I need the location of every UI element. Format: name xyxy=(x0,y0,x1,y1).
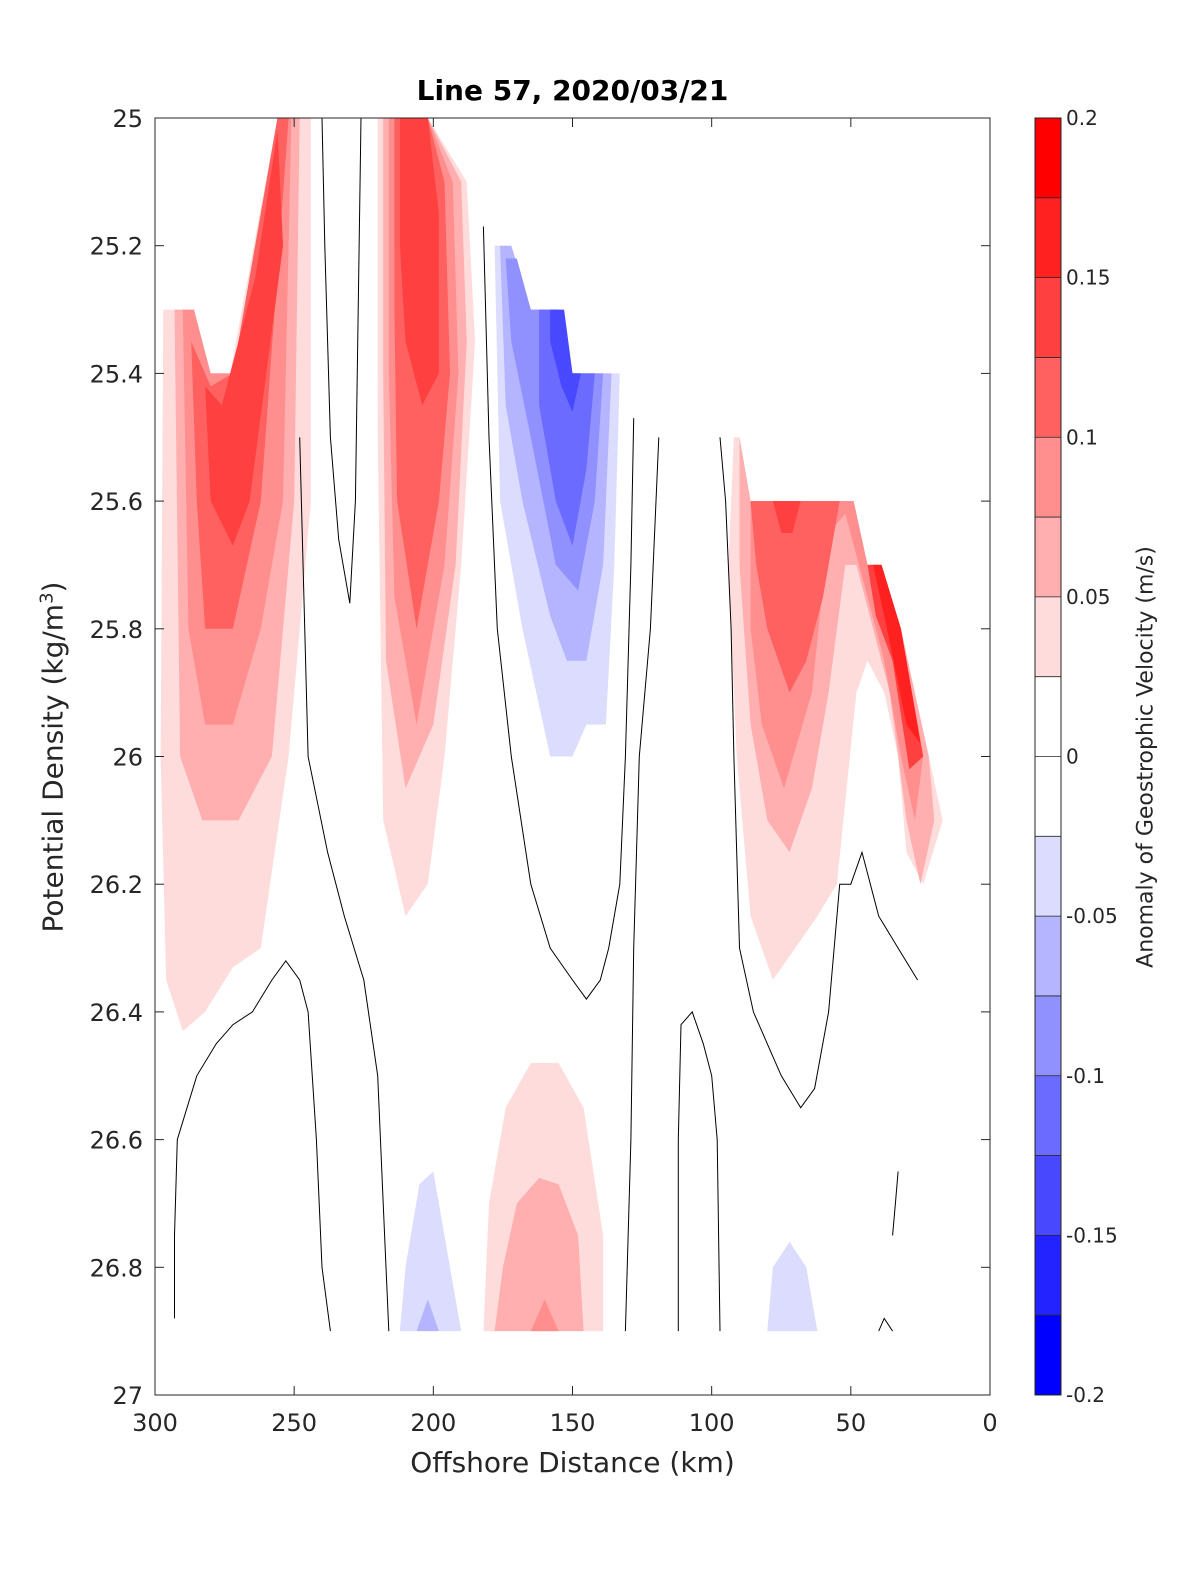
contour-region-neg-low-3 xyxy=(399,1171,462,1332)
x-axis-ticks: 300 250 200 150 100 50 0 xyxy=(132,118,998,1437)
colorbar-band xyxy=(1035,197,1061,278)
contour-region-pos-near-7 xyxy=(772,501,801,533)
colorbar-band xyxy=(1035,995,1061,1076)
y-tick-label: 26.2 xyxy=(90,871,143,899)
colorbar-tick-label: 0.05 xyxy=(1066,585,1111,609)
contour-region-neg-mid-6 xyxy=(550,309,581,412)
x-tick-label: 100 xyxy=(689,1409,735,1437)
colorbar-band xyxy=(1035,1155,1061,1236)
contour-fills xyxy=(160,118,943,1332)
colorbar-band xyxy=(1035,836,1061,917)
zero-contour-c1 xyxy=(174,959,331,1332)
y-tick-label: 26 xyxy=(112,744,143,772)
colorbar-ticks: 0.2 0.15 0.1 0.05 0 -0.05 -0.1 -0.15 -0.2 xyxy=(1066,106,1118,1407)
x-tick-label: 200 xyxy=(410,1409,456,1437)
x-tick-label: 0 xyxy=(982,1409,997,1437)
contour-region-pos-near-4 xyxy=(750,501,840,693)
colorbar-label: Anomaly of Geostrophic Velocity (m/s) xyxy=(1133,546,1159,968)
y-tick-label: 25.8 xyxy=(90,616,143,644)
contour-region-pos-near-6 xyxy=(873,564,921,744)
colorbar-band xyxy=(1035,517,1061,597)
colorbar-band xyxy=(1035,1315,1061,1395)
contour-region-neg-low-4 xyxy=(416,1299,439,1332)
contour-region-neg-low-5 xyxy=(745,1158,846,1332)
colorbar-band xyxy=(1035,596,1061,677)
chart-title: Line 57, 2020/03/21 xyxy=(416,74,729,107)
y-tick-label: 25.4 xyxy=(90,360,143,388)
y-tick-label: 26.4 xyxy=(90,999,143,1027)
contour-region-pos-far-5 xyxy=(205,130,283,546)
y-tick-label: 27 xyxy=(112,1382,143,1410)
colorbar-tick-label: 0.1 xyxy=(1066,425,1098,449)
contour-region-pos-low-3 xyxy=(530,1299,559,1332)
contour-region-neg-low-2 xyxy=(380,1011,470,1332)
y-tick-label: 25.6 xyxy=(90,488,143,516)
y-axis-label: Potential Density (kg/m3) xyxy=(36,582,69,933)
zero-contour-c5 xyxy=(624,437,660,1332)
zero-contour-c2 xyxy=(321,117,362,604)
colorbar-tick-label: 0 xyxy=(1066,745,1079,769)
colorbar-band xyxy=(1035,1075,1061,1156)
x-tick-label: 150 xyxy=(550,1409,596,1437)
contour-region-neg-low-1 xyxy=(196,1088,300,1332)
colorbar-tick-label: -0.15 xyxy=(1066,1223,1118,1247)
x-tick-label: 300 xyxy=(132,1409,178,1437)
contour-region-neg-low-6 xyxy=(767,1241,818,1332)
colorbar-tick-label: 0.15 xyxy=(1066,266,1111,290)
zero-contour-c9 xyxy=(892,1171,899,1236)
y-axis-label-close: ) xyxy=(36,581,70,593)
colorbar-band xyxy=(1035,916,1061,996)
contour-region-pos-mid-5 xyxy=(399,118,439,406)
zero-contour-c8 xyxy=(878,1317,894,1332)
y-tick-label: 25.2 xyxy=(90,233,143,261)
colorbar-band xyxy=(1035,437,1061,518)
colorbar-tick-label: 0.2 xyxy=(1066,106,1098,130)
colorbar-frame xyxy=(1034,117,1062,1396)
colorbar-band xyxy=(1035,357,1061,438)
colorbar xyxy=(1034,117,1062,1396)
colorbar-band xyxy=(1035,1235,1061,1316)
contour-region-pos-low-2 xyxy=(494,1177,584,1332)
colorbar-tick-label: -0.05 xyxy=(1066,904,1118,928)
y-axis-ticks: 25 25.2 25.4 25.6 25.8 26 26.2 26.4 26.6 26.8 27 xyxy=(90,105,990,1410)
x-tick-label: 50 xyxy=(836,1409,867,1437)
zero-contour-c6 xyxy=(677,1010,721,1332)
zero-contour-c3 xyxy=(482,226,635,1000)
contour-region-neg-mid-5 xyxy=(539,309,595,546)
zero-contour-c4 xyxy=(299,437,390,1332)
y-tick-label: 25 xyxy=(112,105,143,133)
y-axis-label-text: Potential Density (kg/m xyxy=(36,603,70,933)
zero-contour-lines xyxy=(174,117,919,1332)
y-tick-label: 26.6 xyxy=(90,1127,143,1155)
y-axis-label-superscript: 3 xyxy=(36,592,58,604)
x-axis-label: Offshore Distance (km) xyxy=(410,1446,735,1479)
colorbar-band xyxy=(1035,277,1061,358)
colorbar-band xyxy=(1035,118,1061,198)
colorbar-tick-label: -0.2 xyxy=(1066,1383,1105,1407)
x-tick-label: 250 xyxy=(271,1409,317,1437)
zero-contour-c7 xyxy=(719,437,919,1109)
y-tick-label: 26.8 xyxy=(90,1254,143,1282)
colorbar-tick-label: -0.1 xyxy=(1066,1064,1105,1088)
